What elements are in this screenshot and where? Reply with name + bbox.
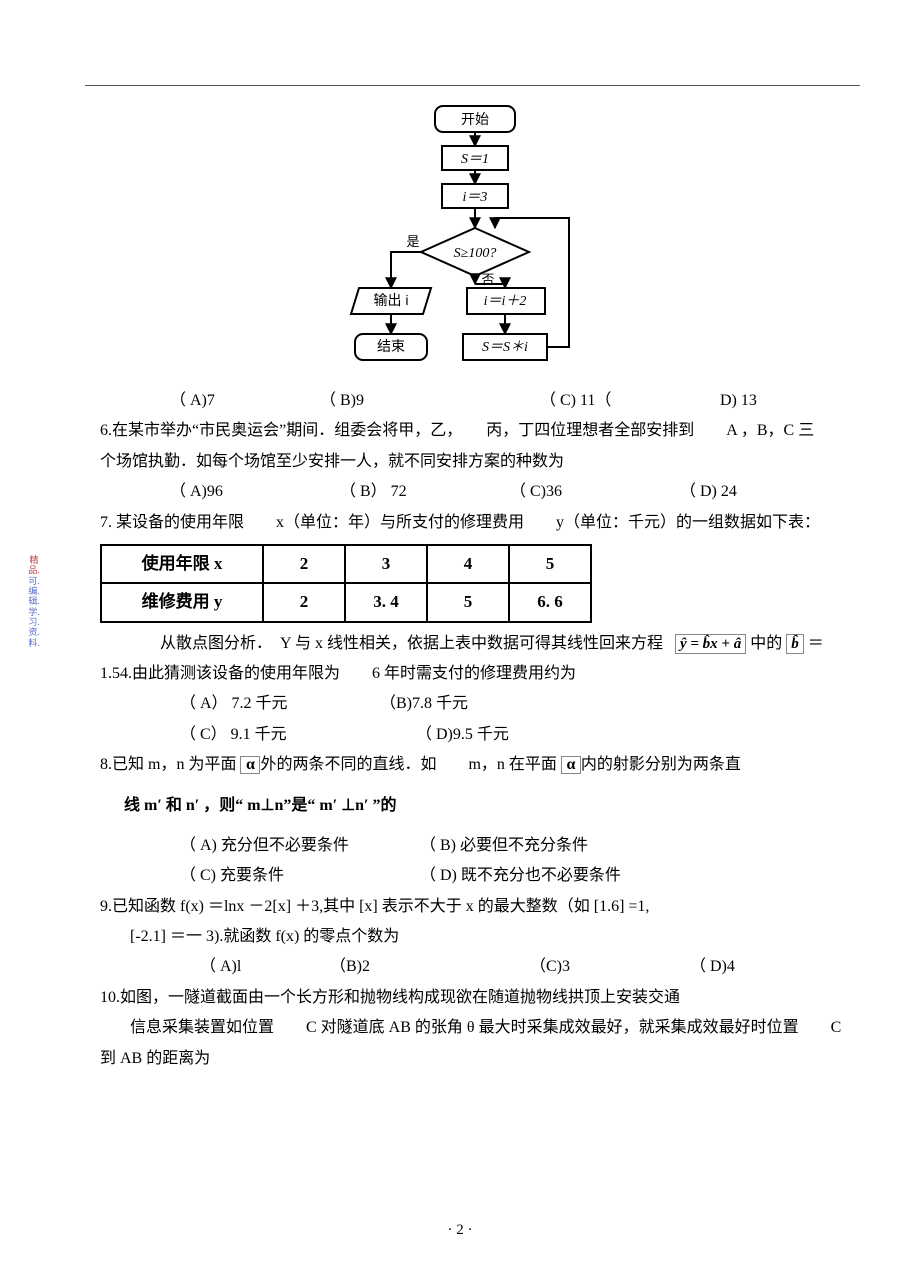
side-watermark-l2: 编. bbox=[28, 586, 39, 596]
side-watermark: 精品. 可. 编. 辑. 学. 习. 资. 料. bbox=[28, 555, 40, 648]
top-rule bbox=[85, 85, 860, 86]
q7-y-3: 6. 6 bbox=[509, 583, 591, 621]
q5-opt-d: D) 13 bbox=[720, 386, 757, 416]
flowchart-figure: 开始 S＝1 i＝3 S≥100? 输出 i i＝i＋2 结束 S＝S＊i 是 … bbox=[345, 100, 605, 380]
q7-x-3: 5 bbox=[509, 545, 591, 583]
q5-opt-a: （ A)7 bbox=[170, 386, 320, 416]
q6-options: （ A)96 （ B） 72 （ C)36 （ D) 24 bbox=[100, 477, 850, 507]
side-watermark-l6: 资. bbox=[28, 627, 39, 637]
alpha-icon: α bbox=[561, 756, 581, 774]
q7-line3: 1.54.由此猜测该设备的使用年限为 6 年时需支付的修理费用约为 bbox=[100, 659, 850, 689]
q7-options-row2: （ C） 9.1 千元 （ D)9.5 千元 bbox=[100, 720, 850, 750]
q7-line2: 从散点图分析． Y 与 x 线性相关，依据上表中数据可得其线性回来方程 ŷ = … bbox=[100, 629, 850, 659]
side-watermark-l4: 学. bbox=[28, 607, 39, 617]
q5-opt-b: （ B)9 bbox=[320, 386, 540, 416]
q7-x-2: 4 bbox=[427, 545, 509, 583]
flow-mul-label: S＝S＊i bbox=[482, 340, 528, 355]
alpha-icon: α bbox=[240, 756, 260, 774]
side-watermark-l5: 习. bbox=[28, 617, 39, 627]
q8-opt-d: （ D) 既不充分也不必要条件 bbox=[420, 861, 621, 891]
q7-opt-c: （ C） 9.1 千元 bbox=[180, 720, 380, 750]
q7-x-0: 2 bbox=[263, 545, 345, 583]
q7-line1: 7. 某设备的使用年限 x（单位：年）与所支付的修理费用 y（单位：千元）的一组… bbox=[100, 508, 850, 538]
side-watermark-l3: 辑. bbox=[28, 596, 39, 606]
q6-line1: 6.在某市举办“市民奥运会”期间．组委会将甲，乙， 丙，丁四位理想者全部安排到 … bbox=[100, 416, 850, 446]
q7-opt-d: （ D)9.5 千元 bbox=[380, 720, 509, 750]
q9-options: （ A)l （B)2 （C)3 （ D)4 bbox=[100, 952, 850, 982]
q8-opt-c: （ C) 充要条件 bbox=[180, 861, 420, 891]
q10-line3: 到 AB 的距离为 bbox=[100, 1044, 850, 1074]
q9-opt-b: （B)2 bbox=[330, 952, 530, 982]
q7-opt-b: （B)7.8 千元 bbox=[380, 689, 468, 719]
q9-opt-d: （ D)4 bbox=[690, 952, 735, 982]
q9-opt-c: （C)3 bbox=[530, 952, 690, 982]
q10-line1: 10.如图，一隧道截面由一个长方形和抛物线构成现欲在随道抛物线拱顶上安装交通 bbox=[100, 983, 850, 1013]
q7-opt-a: （ A） 7.2 千元 bbox=[180, 689, 380, 719]
q5-opt-c: （ C) 11（ bbox=[540, 386, 720, 416]
flow-out-label: 输出 i bbox=[374, 292, 409, 308]
content-area: 开始 S＝1 i＝3 S≥100? 输出 i i＝i＋2 结束 S＝S＊i 是 … bbox=[100, 100, 850, 1074]
q9-line2: [-2.1] ＝一 3).就函数 f(x) 的零点个数为 bbox=[100, 922, 850, 952]
q7-table: 使用年限 x 2 3 4 5 维修费用 y 2 3. 4 5 6. 6 bbox=[100, 544, 592, 623]
q7-line2-b: 中的 bbox=[750, 635, 782, 652]
q8-line1: 8.已知 m，n 为平面 α外的两条不同的直线．如 m，n 在平面 α内的射影分… bbox=[100, 750, 850, 780]
q7-th-x: 使用年限 x bbox=[101, 545, 263, 583]
q7-x-1: 3 bbox=[345, 545, 427, 583]
q6-line2: 个场馆执勤．如每个场馆至少安排一人，就不同安排方案的种数为 bbox=[100, 447, 850, 477]
flow-end-label: 结束 bbox=[377, 338, 405, 354]
table-row: 使用年限 x 2 3 4 5 bbox=[101, 545, 591, 583]
q7-options-row1: （ A） 7.2 千元 （B)7.8 千元 bbox=[100, 689, 850, 719]
q9-opt-a: （ A)l bbox=[200, 952, 330, 982]
q6-opt-c: （ C)36 bbox=[510, 477, 680, 507]
q7-eq-box: ŷ = b̂x + â bbox=[675, 634, 746, 654]
q6-opt-b: （ B） 72 bbox=[340, 477, 510, 507]
q8-options-row2: （ C) 充要条件 （ D) 既不充分也不必要条件 bbox=[100, 861, 850, 891]
q7-th-y: 维修费用 y bbox=[101, 583, 263, 621]
q8-options-row1: （ A) 充分但不必要条件 （ B) 必要但不充分条件 bbox=[100, 831, 850, 861]
q8-line1-c: 内的射影分别为两条直 bbox=[581, 756, 741, 773]
q7-line2-a: 从散点图分析． Y 与 x 线性相关，依据上表中数据可得其线性回来方程 bbox=[160, 635, 663, 652]
q6-opt-a: （ A)96 bbox=[170, 477, 340, 507]
q7-line2-c: ＝ bbox=[808, 635, 824, 652]
q8-line1-b: 外的两条不同的直线．如 m，n 在平面 bbox=[260, 756, 560, 773]
q8-opt-a: （ A) 充分但不必要条件 bbox=[180, 831, 420, 861]
flow-s1-label: S＝1 bbox=[461, 152, 489, 167]
q8-opt-b: （ B) 必要但不充分条件 bbox=[420, 831, 588, 861]
flow-yes-label: 是 bbox=[406, 234, 419, 249]
flow-i3-label: i＝3 bbox=[463, 190, 488, 205]
q8-line2: 线 m′ 和 n′ ，则“ m⊥n”是“ m′ ⊥n′ ”的 bbox=[100, 791, 850, 821]
q5-options: （ A)7 （ B)9 （ C) 11（ D) 13 bbox=[100, 386, 850, 416]
side-watermark-l1: 可. bbox=[28, 576, 39, 586]
q9-line1: 9.已知函数 f(x) ＝lnx －2[x] ＋3,其中 [x] 表示不大于 x… bbox=[100, 892, 850, 922]
side-watermark-red: 精品. bbox=[28, 555, 39, 575]
q7-y-1: 3. 4 bbox=[345, 583, 427, 621]
flow-start-label: 开始 bbox=[461, 111, 489, 127]
q7-table-wrap: 使用年限 x 2 3 4 5 维修费用 y 2 3. 4 5 6. 6 bbox=[100, 544, 850, 623]
q6-opt-d: （ D) 24 bbox=[680, 477, 737, 507]
q8-line1-a: 8.已知 m，n 为平面 bbox=[100, 756, 240, 773]
table-row: 维修费用 y 2 3. 4 5 6. 6 bbox=[101, 583, 591, 621]
page-number: · 2 · bbox=[0, 1216, 920, 1245]
q7-bhat-box: b̂ bbox=[786, 634, 804, 654]
flow-dec-label: S≥100? bbox=[454, 246, 497, 261]
flow-no-label: 否 bbox=[481, 272, 494, 287]
flow-inc-label: i＝i＋2 bbox=[484, 294, 527, 309]
q10-line2: 信息采集装置如位置 C 对隧道底 AB 的张角 θ 最大时采集成效最好，就采集成… bbox=[100, 1013, 850, 1043]
q7-y-2: 5 bbox=[427, 583, 509, 621]
q7-y-0: 2 bbox=[263, 583, 345, 621]
side-watermark-l7: 料. bbox=[28, 638, 39, 648]
